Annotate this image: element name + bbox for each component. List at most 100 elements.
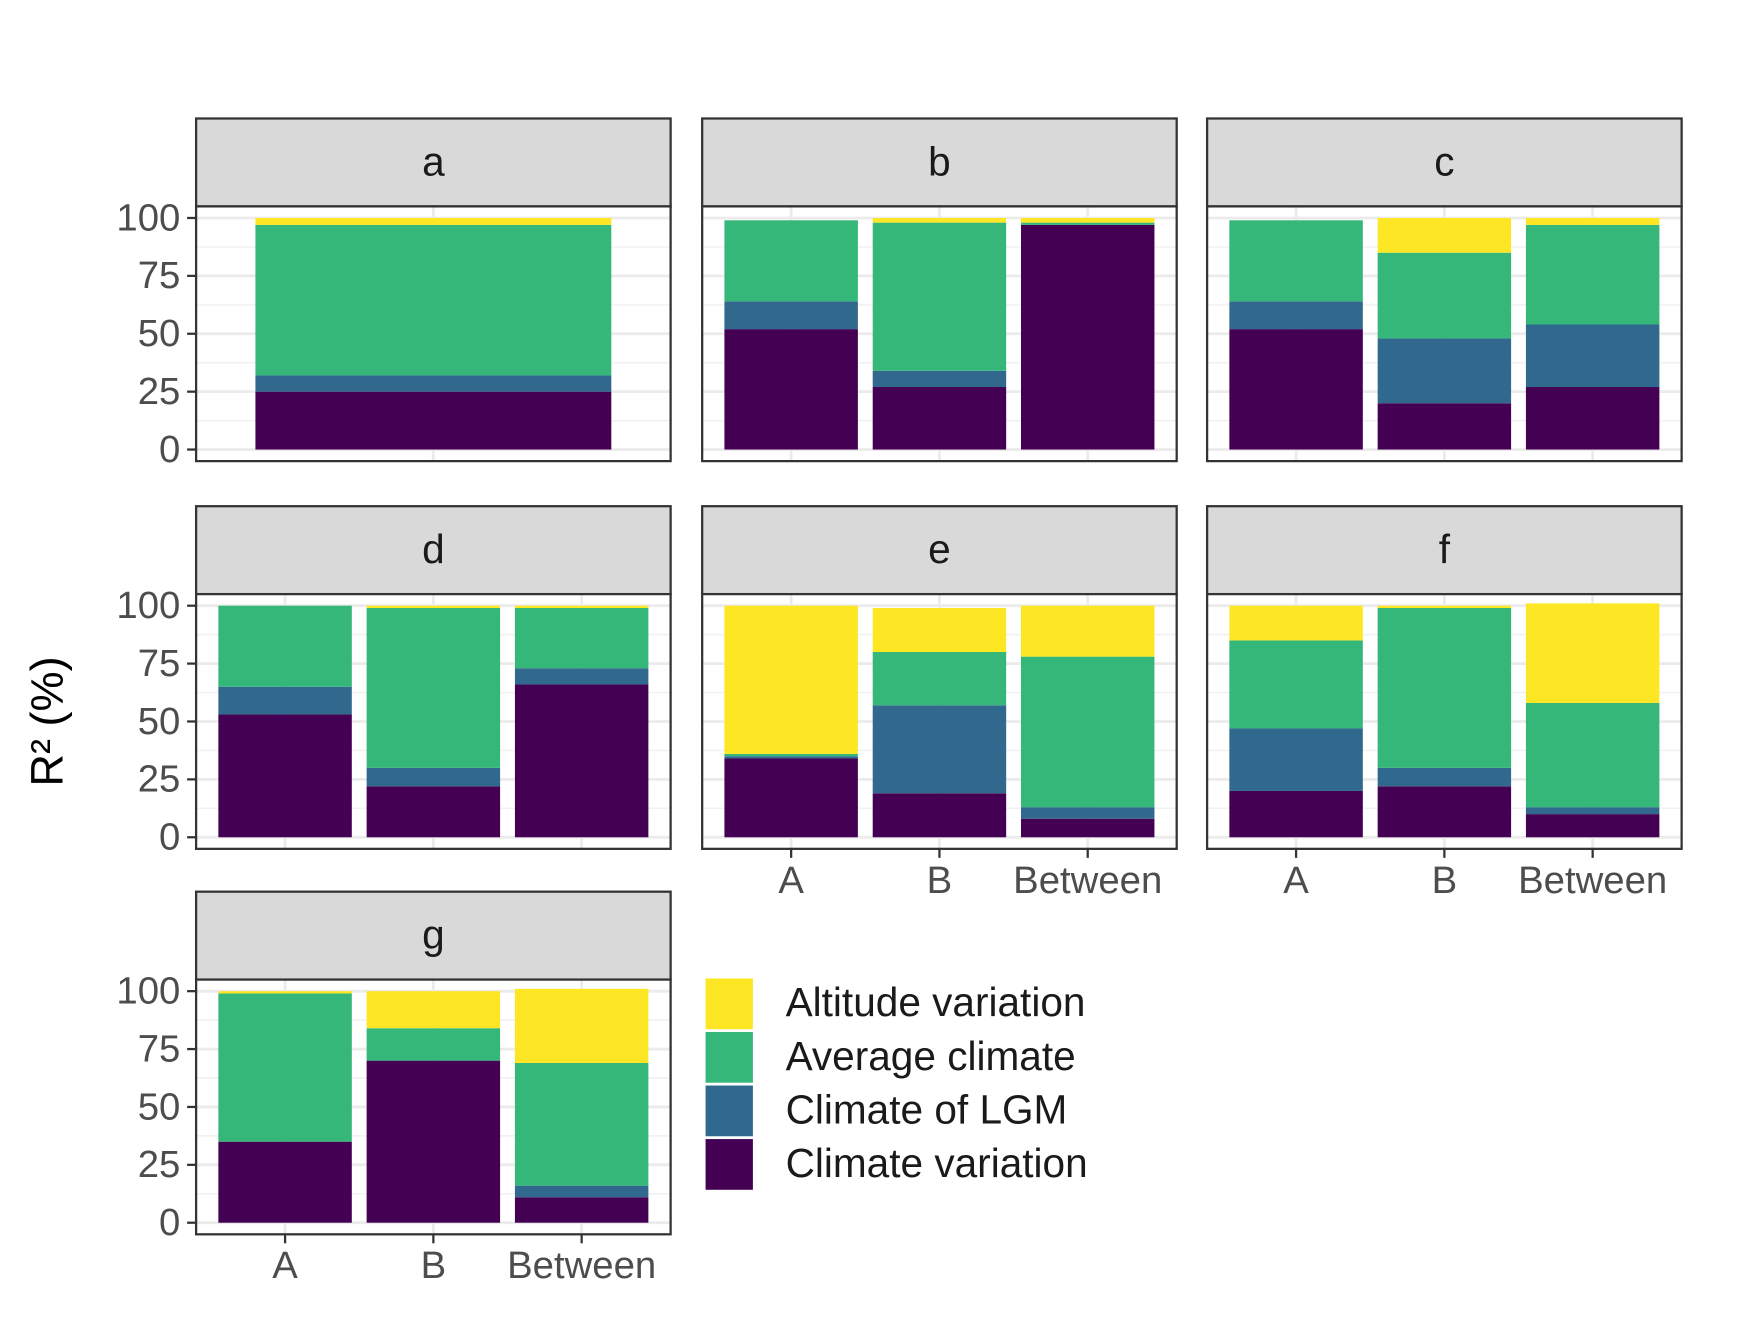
y-tick-label: 0 <box>159 816 180 859</box>
bar-segment <box>218 714 352 838</box>
bar-segment <box>872 387 1007 450</box>
panel-border <box>701 592 1178 850</box>
strip-background <box>194 505 672 596</box>
bar-segment <box>1377 605 1512 609</box>
bar-segment <box>1229 301 1363 330</box>
bar-segment <box>514 608 649 669</box>
x-tick-label: A <box>1283 859 1309 902</box>
bar-segment <box>366 767 501 787</box>
bar-segment <box>872 793 1007 838</box>
strip-background <box>701 117 1178 208</box>
legend-label: Altitude variation <box>786 979 1086 1025</box>
bar-segment <box>1229 728 1363 791</box>
bar-segment <box>255 224 612 376</box>
bar-segment <box>724 220 858 302</box>
bar-segment <box>1229 790 1363 838</box>
y-tick-label: 75 <box>138 1027 181 1070</box>
bar-segment <box>1525 387 1660 450</box>
bar-segment <box>1377 403 1512 450</box>
legend-label: Climate variation <box>786 1140 1088 1186</box>
bar-segment <box>1377 786 1512 838</box>
facet-title: b <box>928 138 951 184</box>
bar-segment <box>724 756 858 759</box>
bar-segment <box>255 375 612 392</box>
bar-segment <box>724 301 858 330</box>
bar-segment <box>514 1062 649 1186</box>
bar-segment <box>514 1197 649 1223</box>
bar-segment <box>1229 329 1363 450</box>
bar-segment <box>1229 605 1363 641</box>
panel-border <box>1205 592 1683 850</box>
legend-key <box>705 1085 753 1137</box>
bar-segment <box>218 993 352 1142</box>
bar-segment <box>872 217 1007 223</box>
y-tick-label: 75 <box>138 642 181 685</box>
bar-segment <box>1525 814 1660 838</box>
bar-segment <box>1377 252 1512 339</box>
bar-segment <box>366 608 501 768</box>
legend-key <box>705 1031 753 1083</box>
y-tick-label: 50 <box>138 1085 181 1128</box>
x-tick-label: A <box>778 859 804 902</box>
y-tick-label: 50 <box>138 312 181 355</box>
bar-segment <box>366 605 501 609</box>
bar-segment <box>1377 608 1512 768</box>
bar-segment <box>514 684 649 838</box>
y-tick-label: 25 <box>138 370 181 413</box>
x-tick-label: Between <box>1518 859 1667 902</box>
legend-key <box>705 1139 753 1190</box>
facet-title: e <box>928 526 951 572</box>
y-tick-label: 25 <box>138 1143 181 1186</box>
bar-segment <box>1020 217 1155 223</box>
bar-segment <box>514 988 649 1063</box>
bar-segment <box>1229 640 1363 729</box>
panel-border <box>701 205 1178 463</box>
bar-segment <box>1525 324 1660 388</box>
bar-segment <box>1525 702 1660 808</box>
bar-segment <box>366 991 501 1029</box>
bar-segment <box>724 753 858 757</box>
x-tick-label: Between <box>507 1244 656 1287</box>
legend-label: Climate of LGM <box>786 1086 1068 1132</box>
bar-segment <box>1020 224 1155 450</box>
bar-segment <box>1020 807 1155 819</box>
bar-segment <box>872 608 1007 653</box>
x-tick-label: B <box>421 1244 447 1287</box>
y-tick-label: 100 <box>116 584 180 627</box>
bar-segment <box>724 605 858 754</box>
panel-border <box>194 205 672 463</box>
bar-segment <box>872 222 1007 371</box>
y-tick-label: 0 <box>159 428 180 471</box>
bar-segment <box>724 329 858 450</box>
strip-background <box>1205 505 1683 596</box>
y-tick-label: 50 <box>138 700 181 743</box>
bar-segment <box>1377 767 1512 787</box>
facet-title: c <box>1434 138 1454 184</box>
x-tick-label: B <box>1432 859 1458 902</box>
bar-segment <box>255 391 612 450</box>
bar-segment <box>366 786 501 838</box>
bar-segment <box>514 1185 649 1198</box>
legend-key <box>705 978 753 1030</box>
bar-segment <box>1020 605 1155 657</box>
y-tick-label: 75 <box>138 254 181 297</box>
panel-border <box>194 592 672 850</box>
facet-title: a <box>422 138 445 184</box>
panel-border <box>194 978 672 1236</box>
bar-segment <box>1020 818 1155 838</box>
bar-segment <box>218 605 352 687</box>
bar-segment <box>218 1141 352 1223</box>
y-tick-label: 25 <box>138 758 181 801</box>
facet-title: f <box>1439 526 1451 572</box>
facet-title: d <box>422 526 445 572</box>
legend-label: Average climate <box>786 1033 1076 1079</box>
bar-segment <box>872 652 1007 706</box>
y-tick-label: 0 <box>159 1201 180 1244</box>
bar-segment <box>514 668 649 685</box>
bar-segment <box>1525 603 1660 703</box>
bar-segment <box>1020 656 1155 808</box>
bar-segment <box>1525 224 1660 325</box>
bar-segment <box>514 605 649 609</box>
bar-segment <box>366 1060 501 1223</box>
